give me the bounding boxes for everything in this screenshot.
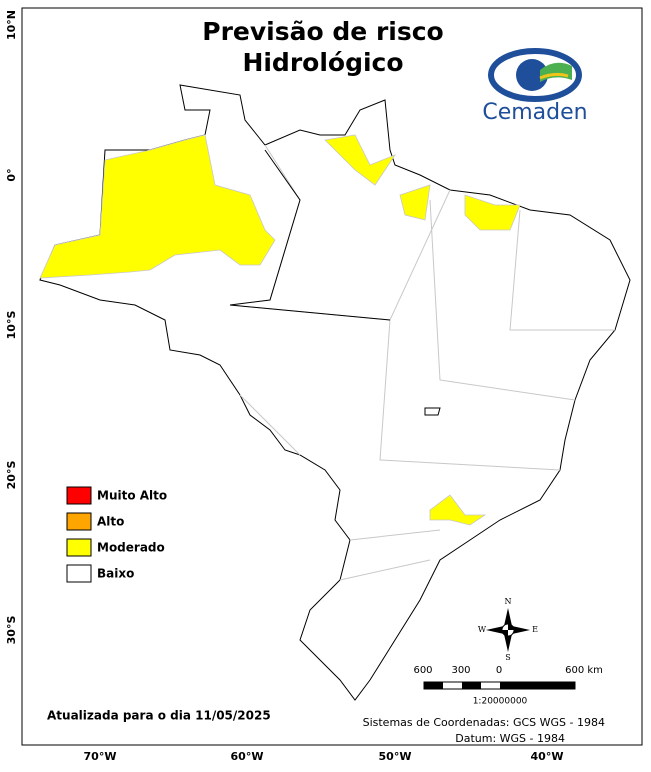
legend-label: Moderado	[97, 541, 165, 555]
title: Previsão de risco	[202, 17, 443, 46]
datum: Datum: WGS - 1984	[455, 732, 565, 745]
update-date: Atualizada para o dia 11/05/2025	[47, 709, 271, 723]
legend-swatch	[66, 486, 92, 505]
title: Hidrológico	[242, 48, 403, 77]
legend-label: Muito Alto	[97, 489, 167, 503]
lat-label: 0°	[5, 168, 18, 181]
scale-label: 0	[496, 665, 502, 676]
legend: Muito Alto Alto Moderado Baixo	[66, 486, 167, 583]
scale-label: 600 km	[565, 665, 603, 676]
lon-label: 70°W	[84, 750, 117, 763]
compass: N S E W	[478, 597, 538, 662]
lon-label: 50°W	[379, 750, 412, 763]
legend-swatch	[66, 538, 92, 557]
lat-label: 30°S	[5, 616, 18, 645]
scale-bar	[423, 681, 576, 690]
lon-label: 40°W	[531, 750, 564, 763]
legend-swatch	[66, 512, 92, 531]
logo-text: Cemaden	[482, 100, 587, 125]
lon-label: 60°W	[231, 750, 264, 763]
lat-label: 10°S	[5, 311, 18, 340]
coord-system: Sistemas de Coordenadas: GCS WGS - 1984	[363, 716, 605, 729]
lat-label: 20°S	[5, 461, 18, 490]
compass-n: N	[505, 597, 512, 606]
legend-swatch	[66, 564, 92, 583]
scale-label: 300	[451, 665, 470, 676]
lon-labels: 70°W 60°W 50°W 40°W	[84, 750, 564, 763]
legend-label: Alto	[97, 515, 124, 529]
compass-e: E	[532, 625, 538, 634]
lat-labels: 10°N 0° 10°S 20°S 30°S	[5, 10, 18, 644]
state-borders	[229, 144, 615, 581]
moderate-areas	[39, 134, 521, 526]
legend-label: Baixo	[97, 567, 134, 581]
scale-ratio: 1:20000000	[473, 697, 528, 707]
lat-label: 10°N	[5, 10, 18, 40]
logo-icon	[488, 48, 582, 102]
scale-label: 600	[413, 665, 432, 676]
compass-s: S	[505, 653, 510, 662]
compass-w: W	[478, 625, 487, 634]
